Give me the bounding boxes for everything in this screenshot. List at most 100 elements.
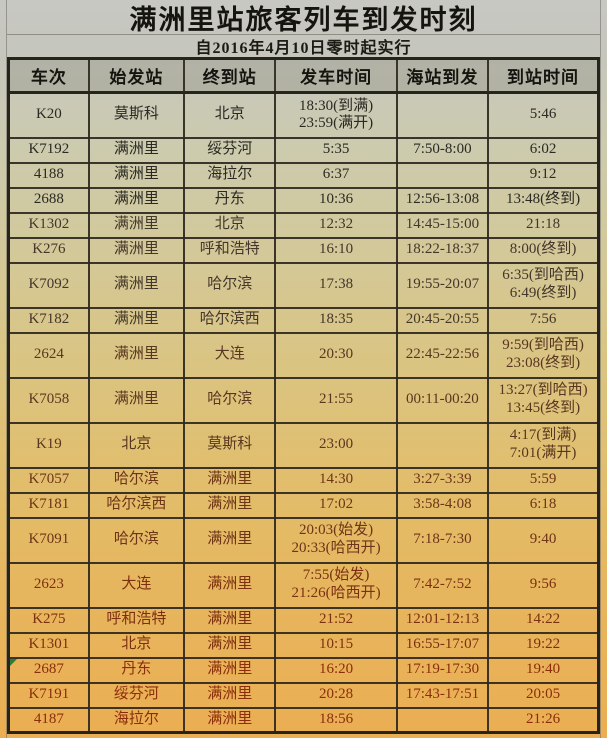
cell-arrival-time: 9:12 bbox=[487, 161, 600, 189]
cell-arrival-time: 7:56 bbox=[487, 306, 600, 334]
col-header-departure-time: 发车时间 bbox=[274, 57, 398, 94]
cell-train-number: K20 bbox=[7, 91, 90, 139]
cell-departure-time: 5:35 bbox=[274, 136, 398, 164]
cell-train-number: K7182 bbox=[7, 306, 90, 334]
cell-destination-station: 丹东 bbox=[183, 186, 277, 214]
subtitle-band: 自2016年4月10日零时起实行 bbox=[7, 35, 600, 57]
cell-departure-time: 14:30 bbox=[274, 466, 398, 494]
cell-departure-time: 10:15 bbox=[274, 631, 398, 659]
cell-arrival-time: 14:22 bbox=[487, 606, 600, 634]
cell-arrival-time: 19:40 bbox=[487, 656, 600, 684]
cell-arrival-time: 5:59 bbox=[487, 466, 600, 494]
cell-destination-station: 满洲里 bbox=[183, 706, 277, 734]
timetable-row: K20 莫斯科 北京 18:30(到满) 23:59(满开) 5:46 bbox=[7, 91, 600, 139]
cell-train-number: K19 bbox=[7, 421, 90, 469]
cell-destination-station: 满洲里 bbox=[183, 681, 277, 709]
cell-arrival-time: 6:02 bbox=[487, 136, 600, 164]
timetable-row: 2623 大连 满洲里 7:55(始发) 21:26(哈西开) 7:42-7:52 9:5… bbox=[7, 561, 600, 609]
cell-train-number: K7192 bbox=[7, 136, 90, 164]
cell-arrival-time: 9:40 bbox=[487, 516, 600, 564]
timetable-row: 4188 满洲里 海拉尔 6:37 9:12 bbox=[7, 161, 600, 189]
cell-departure-time: 12:32 bbox=[274, 211, 398, 239]
cell-departure-time: 20:03(始发) 20:33(哈西开) bbox=[274, 516, 398, 564]
cell-haizhan-arrive-depart: 19:55-20:07 bbox=[395, 261, 490, 309]
cell-origin-station: 满洲里 bbox=[87, 376, 186, 424]
header-row: 车次 始发站 终到站 发车时间 海站到发 到站时间 bbox=[7, 57, 600, 94]
cell-train-number: 2687 bbox=[7, 656, 90, 684]
cell-train-number: K7181 bbox=[7, 491, 90, 519]
col-header-arrival-time: 到站时间 bbox=[487, 57, 600, 94]
cell-destination-station: 海拉尔 bbox=[183, 161, 277, 189]
cell-destination-station: 北京 bbox=[183, 91, 277, 139]
cell-haizhan-arrive-depart: 16:55-17:07 bbox=[395, 631, 490, 659]
page-title: 满洲里站旅客列车到发时刻 bbox=[129, 4, 478, 35]
timetable-row: K7091 哈尔滨 满洲里 20:03(始发) 20:33(哈西开) 7:18-7:30… bbox=[7, 516, 600, 564]
timetable-row: K1302 满洲里 北京 12:32 14:45-15:00 21:18 bbox=[7, 211, 600, 239]
cell-origin-station: 满洲里 bbox=[87, 211, 186, 239]
cell-arrival-time: 19:22 bbox=[487, 631, 600, 659]
cell-origin-station: 满洲里 bbox=[87, 236, 186, 264]
cell-arrival-time: 6:35(到哈西) 6:49(终到) bbox=[487, 261, 600, 309]
cell-train-number: K7058 bbox=[7, 376, 90, 424]
cell-haizhan-arrive-depart: 17:43-17:51 bbox=[395, 681, 490, 709]
cell-origin-station: 呼和浩特 bbox=[87, 606, 186, 634]
timetable-row: 2688 满洲里 丹东 10:36 12:56-13:08 13:48(终到) bbox=[7, 186, 600, 214]
cell-departure-time: 17:38 bbox=[274, 261, 398, 309]
cell-train-number: K275 bbox=[7, 606, 90, 634]
cell-destination-station: 满洲里 bbox=[183, 491, 277, 519]
cell-train-number: K7057 bbox=[7, 466, 90, 494]
cell-origin-station: 北京 bbox=[87, 631, 186, 659]
cell-arrival-time: 8:00(终到) bbox=[487, 236, 600, 264]
cell-destination-station: 哈尔滨 bbox=[183, 376, 277, 424]
cell-arrival-time: 13:27(到哈西) 13:45(终到) bbox=[487, 376, 600, 424]
cell-departure-time: 16:20 bbox=[274, 656, 398, 684]
cell-destination-station: 满洲里 bbox=[183, 606, 277, 634]
cell-train-number: K1302 bbox=[7, 211, 90, 239]
cell-haizhan-arrive-depart: 7:42-7:52 bbox=[395, 561, 490, 609]
timetable-row: 2687 丹东 满洲里 16:20 17:19-17:30 19:40 bbox=[7, 656, 600, 684]
cell-haizhan-arrive-depart: 7:18-7:30 bbox=[395, 516, 490, 564]
cell-arrival-time: 5:46 bbox=[487, 91, 600, 139]
cell-train-number: 4188 bbox=[7, 161, 90, 189]
cell-train-number: K276 bbox=[7, 236, 90, 264]
cell-departure-time: 6:37 bbox=[274, 161, 398, 189]
timetable-row: 4187 海拉尔 满洲里 18:56 21:26 bbox=[7, 706, 600, 734]
cell-arrival-time: 4:17(到满) 7:01(满开) bbox=[487, 421, 600, 469]
timetable-row: K7181 哈尔滨西 满洲里 17:02 3:58-4:08 6:18 bbox=[7, 491, 600, 519]
green-corner-marker-icon bbox=[10, 659, 17, 666]
cell-destination-station: 满洲里 bbox=[183, 466, 277, 494]
cell-haizhan-arrive-depart: 14:45-15:00 bbox=[395, 211, 490, 239]
cell-origin-station: 满洲里 bbox=[87, 306, 186, 334]
cell-destination-station: 满洲里 bbox=[183, 631, 277, 659]
cell-arrival-time: 6:18 bbox=[487, 491, 600, 519]
cell-train-number: K7091 bbox=[7, 516, 90, 564]
cell-arrival-time: 21:26 bbox=[487, 706, 600, 734]
timetable-body: K20 莫斯科 北京 18:30(到满) 23:59(满开) 5:46 K7192 满洲里绥… bbox=[7, 91, 600, 734]
cell-train-number: 2623 bbox=[7, 561, 90, 609]
cell-destination-station: 哈尔滨西 bbox=[183, 306, 277, 334]
cell-departure-time: 21:55 bbox=[274, 376, 398, 424]
cell-destination-station: 满洲里 bbox=[183, 516, 277, 564]
cell-departure-time: 20:30 bbox=[274, 331, 398, 379]
cell-destination-station: 满洲里 bbox=[183, 656, 277, 684]
cell-haizhan-arrive-depart: 00:11-00:20 bbox=[395, 376, 490, 424]
cell-haizhan-arrive-depart: 3:27-3:39 bbox=[395, 466, 490, 494]
cell-haizhan-arrive-depart: 7:50-8:00 bbox=[395, 136, 490, 164]
cell-destination-station: 北京 bbox=[183, 211, 277, 239]
title-band: 满洲里站旅客列车到发时刻 bbox=[7, 0, 600, 35]
cell-origin-station: 哈尔滨西 bbox=[87, 491, 186, 519]
cell-haizhan-arrive-depart: 18:22-18:37 bbox=[395, 236, 490, 264]
cell-destination-station: 大连 bbox=[183, 331, 277, 379]
timetable-row: K19 北京 莫斯科 23:00 4:17(到满) 7:01(满开) bbox=[7, 421, 600, 469]
cell-arrival-time: 20:05 bbox=[487, 681, 600, 709]
cell-destination-station: 莫斯科 bbox=[183, 421, 277, 469]
cell-origin-station: 哈尔滨 bbox=[87, 466, 186, 494]
cell-origin-station: 北京 bbox=[87, 421, 186, 469]
cell-departure-time: 18:35 bbox=[274, 306, 398, 334]
cell-train-number: K1301 bbox=[7, 631, 90, 659]
cell-origin-station: 绥芬河 bbox=[87, 681, 186, 709]
cell-haizhan-arrive-depart bbox=[395, 421, 490, 469]
col-header-haizhan-times: 海站到发 bbox=[395, 57, 490, 94]
cell-origin-station: 哈尔滨 bbox=[87, 516, 186, 564]
